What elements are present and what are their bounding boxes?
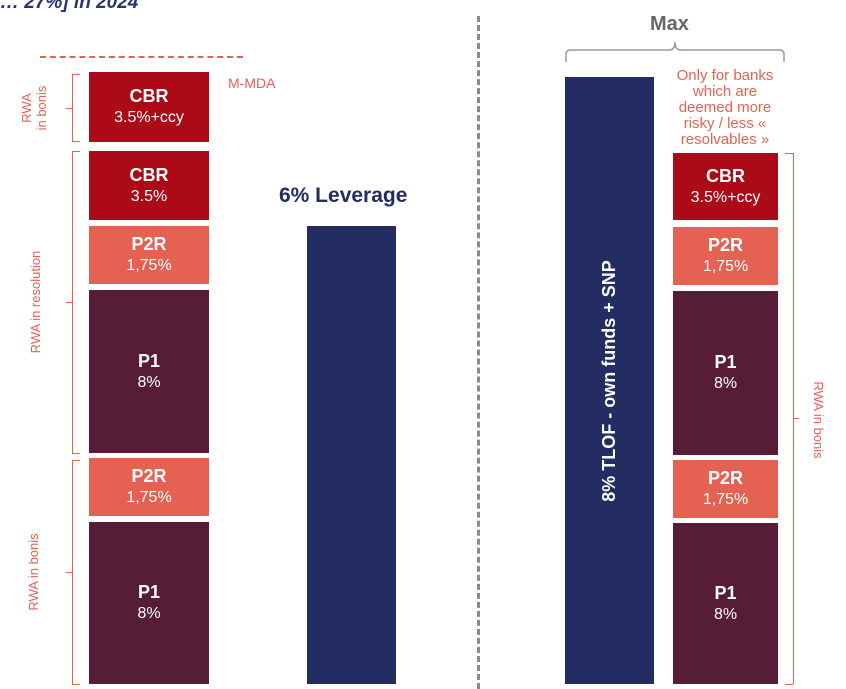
left-p1-block-1: P1 8% (89, 290, 209, 453)
m-mda-label: M-MDA (228, 75, 276, 91)
block-value: 8% (713, 605, 738, 623)
right-p1-block-2: P1 8% (673, 523, 778, 684)
right-side-label: RWA in bonis (811, 381, 826, 459)
right-cbr-block: CBR 3.5%+ccy (673, 153, 778, 220)
left-p2r-block-1: P2R 1,75% (89, 226, 209, 284)
block-name: P2R (131, 466, 167, 486)
block-name: P2R (707, 235, 743, 255)
left-p1-block-2: P1 8% (89, 522, 209, 684)
tlof-bar-label: 8% TLOF - own funds + SNP (599, 260, 619, 502)
block-name: P1 (714, 352, 737, 372)
left-p2r-block-2: P2R 1,75% (89, 458, 209, 516)
left-cbr-top-block: CBR 3.5%+ccy (89, 72, 209, 142)
leverage-heading: 6% Leverage (279, 184, 408, 207)
tlof-bar (565, 77, 654, 684)
block-value: 8% (137, 605, 161, 622)
page-title: … 27%] in 2024 (0, 0, 139, 13)
left-side-label-middle: RWA in resolution (28, 250, 43, 354)
left-side-label-top: RWA in bonis (19, 85, 49, 131)
block-name: P1 (137, 350, 161, 371)
max-brace (565, 41, 785, 62)
block-name: P1 (714, 582, 737, 603)
right-p1-block-1: P1 8% (673, 291, 778, 455)
leverage-bar (307, 226, 396, 684)
left-side-label-bottom: RWA in bonis (26, 533, 41, 611)
m-mda-dashed-line (40, 56, 243, 58)
block-value: 1,75% (126, 257, 172, 274)
right-p2r-block-2: P2R 1,75% (673, 460, 778, 518)
risk-note: Only for banks which are deemed more ris… (676, 67, 774, 148)
block-name: P2R (131, 234, 167, 254)
block-value: 8% (137, 373, 161, 391)
block-name: CBR (129, 164, 169, 185)
block-value: 1,75% (126, 489, 172, 506)
block-value: 3.5% (130, 187, 168, 205)
left-cbr-block: CBR 3.5% (89, 151, 209, 220)
block-name: P1 (137, 582, 161, 602)
block-name: CBR (129, 86, 169, 106)
block-value: 8% (713, 375, 738, 392)
block-value: 3.5%+ccy (114, 109, 184, 126)
block-value: 3.5%+ccy (690, 188, 761, 206)
block-value: 1,75% (702, 258, 749, 275)
block-name: CBR (706, 165, 745, 186)
block-value: 1,75% (702, 491, 749, 508)
right-p2r-block-1: P2R 1,75% (673, 227, 778, 285)
block-name: P2R (707, 468, 743, 488)
section-separator (477, 16, 480, 689)
max-label: Max (650, 13, 689, 35)
